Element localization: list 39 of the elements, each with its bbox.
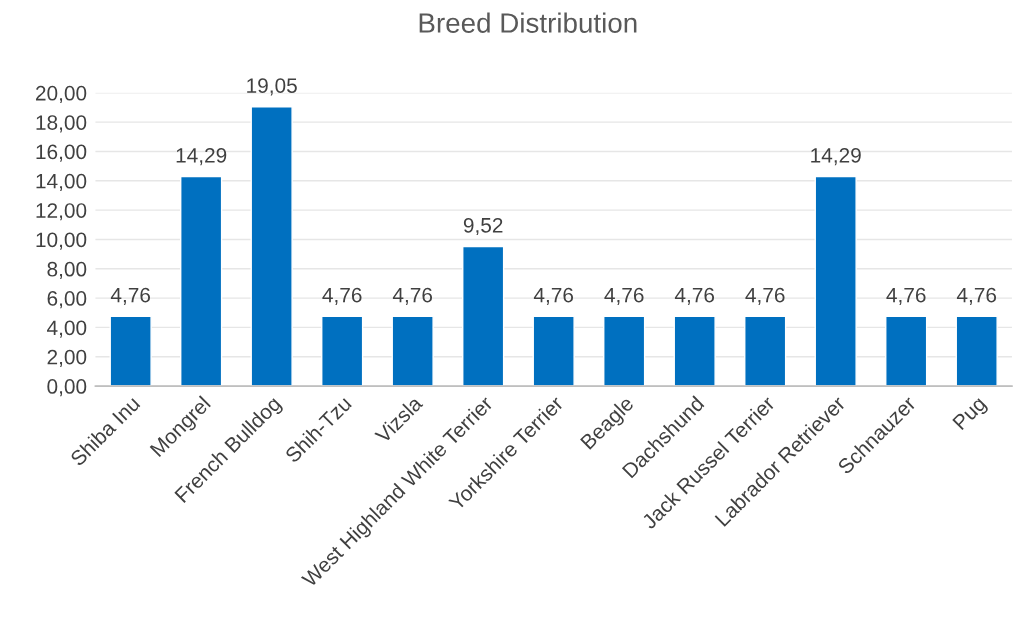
data-label: 14,29 — [811, 147, 861, 166]
y-tick-label: 12,00 — [36, 203, 87, 221]
bar — [180, 175, 223, 387]
data-label: 4,76 — [886, 287, 926, 305]
y-tick-label: 14,00 — [36, 173, 87, 192]
data-label: 4,76 — [745, 287, 785, 305]
y-tick-label: 18,00 — [36, 115, 87, 133]
y-tick-label: 10,00 — [36, 232, 87, 250]
data-label: 4,76 — [956, 287, 997, 305]
y-tick-label: 6,00 — [47, 291, 87, 309]
data-label: 14,29 — [176, 147, 227, 166]
bar — [109, 315, 152, 387]
bar — [532, 315, 575, 387]
data-label: 4,76 — [533, 287, 574, 305]
data-label: 4,76 — [604, 287, 644, 305]
bar — [603, 315, 646, 387]
y-tick-label: 8,00 — [47, 261, 87, 279]
bar — [673, 315, 716, 387]
data-label: 4,76 — [674, 287, 715, 305]
data-label: 4,76 — [392, 287, 433, 305]
x-tick-label: Pug — [952, 395, 990, 434]
y-tick-label: 16,00 — [36, 144, 87, 162]
bar — [814, 175, 857, 387]
bar — [744, 315, 787, 387]
data-label: 9,52 — [463, 217, 503, 236]
data-label: 19,05 — [247, 78, 297, 96]
bar — [391, 315, 434, 387]
bar — [955, 315, 998, 387]
y-tick-label: 4,00 — [47, 320, 87, 338]
y-tick-label: 0,00 — [47, 379, 87, 397]
bar — [885, 315, 928, 387]
bar — [462, 245, 505, 387]
data-label: 4,76 — [322, 287, 362, 305]
y-tick-label: 2,00 — [47, 349, 87, 367]
data-label: 4,76 — [110, 287, 151, 305]
y-tick-label: 20,00 — [36, 85, 87, 104]
chart-title: Breed Distribution — [419, 12, 637, 33]
bar — [321, 315, 364, 387]
bar — [250, 106, 293, 387]
